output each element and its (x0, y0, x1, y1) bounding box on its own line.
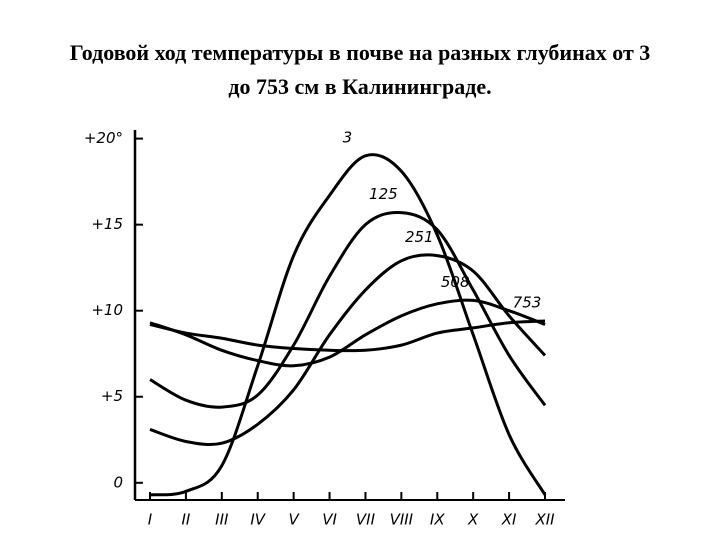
y-tick-label: 0 (113, 473, 123, 491)
series-label: 251 (405, 228, 434, 246)
x-tick-label: IV (250, 511, 266, 529)
x-tick-label: I (148, 511, 153, 529)
series-line (149, 253, 547, 447)
series-line (149, 319, 546, 353)
x-tick-label: X (467, 511, 479, 529)
x-tick-label: V (289, 511, 301, 529)
y-tick-label: +15 (91, 215, 123, 233)
series-line (149, 153, 547, 497)
series-label: 3 (343, 128, 353, 146)
y-tick-label: +10 (91, 301, 123, 319)
x-tick-label: IX (430, 511, 445, 529)
x-tick-label: III (215, 511, 229, 529)
x-tick-label: VII (356, 511, 376, 529)
series-label: 125 (369, 185, 398, 203)
y-tick-label: +20° (84, 129, 123, 147)
x-tick-label: XI (501, 511, 517, 529)
series-line (149, 210, 547, 409)
x-tick-label: XII (534, 511, 555, 529)
series-label: 508 (441, 273, 470, 291)
y-tick-label: +5 (101, 387, 123, 405)
series-line (149, 298, 546, 368)
x-tick-label: VI (322, 511, 337, 529)
chart-title: Годовой ход температуры в почве на разны… (69, 40, 651, 99)
x-tick-label: II (181, 511, 190, 529)
series-label: 753 (513, 294, 542, 312)
x-tick-label: VIII (390, 511, 414, 529)
